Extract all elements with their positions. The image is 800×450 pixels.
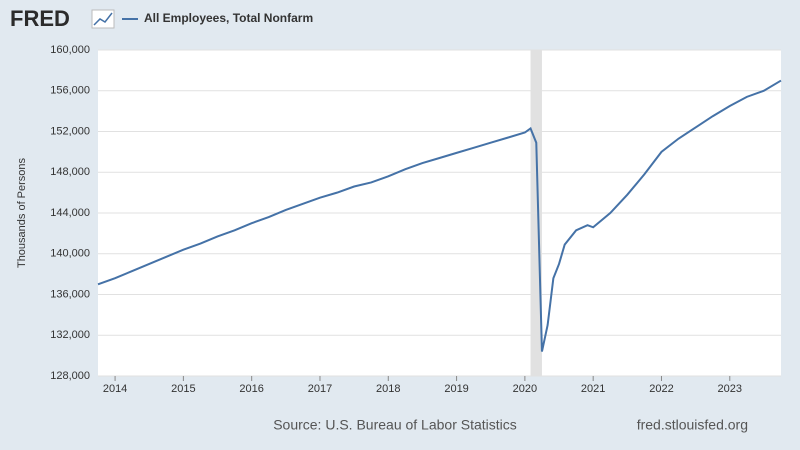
logo: FRED (10, 6, 70, 31)
source: Source: U.S. Bureau of Labor Statistics (273, 417, 517, 433)
x-tick-label: 2022 (649, 383, 673, 395)
y-tick-label: 148,000 (50, 166, 90, 178)
y-tick-label: 152,000 (50, 125, 90, 137)
x-tick-label: 2023 (718, 383, 742, 395)
x-tick-label: 2021 (581, 383, 605, 395)
y-tick-label: 128,000 (50, 370, 90, 382)
logo-icon (91, 9, 115, 29)
series-line (97, 79, 782, 352)
site-url: fred.stlouisfed.org (637, 417, 748, 433)
y-tick-label: 144,000 (50, 207, 90, 219)
y-axis-label: Thousands of Persons (16, 157, 28, 268)
x-tick-label: 2015 (171, 383, 195, 395)
y-tick-label: 132,000 (50, 329, 90, 341)
y-tick-label: 156,000 (50, 85, 90, 97)
x-tick-label: 2019 (444, 383, 468, 395)
x-tick-label: 2014 (103, 383, 127, 395)
x-tick-label: 2016 (239, 383, 263, 395)
x-tick-label: 2018 (376, 383, 400, 395)
x-tick-label: 2017 (308, 383, 332, 395)
legend-label: All Employees, Total Nonfarm (144, 11, 313, 25)
y-tick-label: 140,000 (50, 248, 90, 260)
x-tick-label: 2020 (513, 383, 537, 395)
y-tick-label: 136,000 (50, 288, 90, 300)
y-tick-label: 160,000 (50, 44, 90, 56)
